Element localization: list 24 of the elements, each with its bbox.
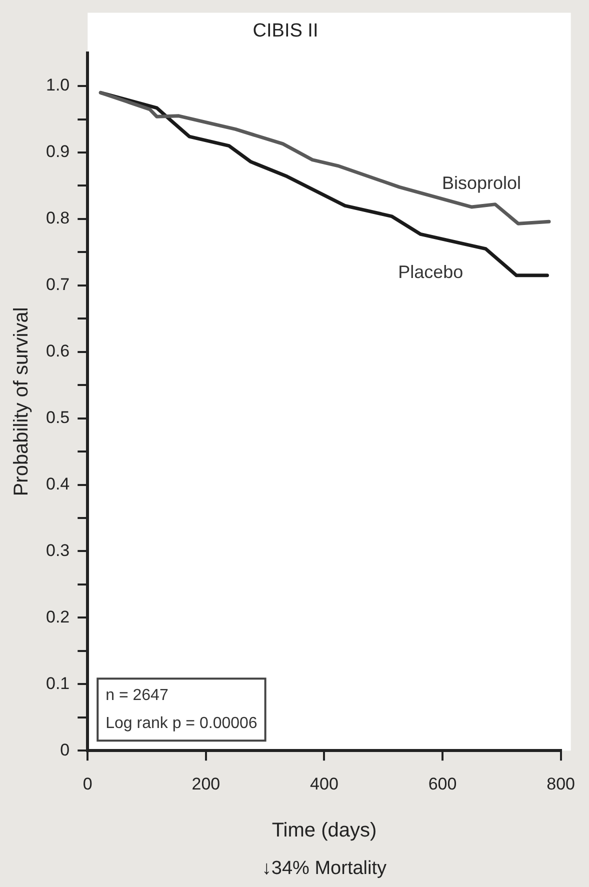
y-tick-label: 1.0 — [46, 76, 70, 95]
y-tick-label: 0.7 — [46, 275, 70, 294]
y-tick-label: 0.1 — [46, 674, 70, 693]
y-tick-label: 0.4 — [46, 474, 70, 494]
y-tick-label: 0.8 — [46, 208, 70, 228]
annotation: Log rank p = 0.00006 — [106, 715, 258, 732]
y-tick-label: 0.2 — [46, 607, 70, 626]
series-label: Bisoprolol — [442, 172, 522, 193]
chart-title: CIBIS II — [252, 20, 318, 42]
x-tick-label: 400 — [310, 774, 338, 794]
series-label: Placebo — [398, 262, 464, 282]
y-tick-label: 0.9 — [46, 142, 70, 162]
x-tick-label: 0 — [82, 774, 92, 794]
y-tick-label: 0.3 — [46, 540, 70, 560]
y-tick-label: 0.6 — [46, 342, 70, 361]
y-axis-title: Probability of survival — [10, 307, 33, 496]
y-tick-label: 0 — [60, 740, 70, 760]
x-tick-label: 200 — [192, 774, 220, 794]
y-tick-label: 0.5 — [46, 408, 70, 427]
x-tick-label: 600 — [428, 774, 457, 794]
x-axis-title: Time (days) — [272, 820, 377, 842]
x-tick-label: 800 — [546, 774, 576, 794]
text: ↓34% Mortality — [262, 858, 388, 880]
annotation: n = 2647 — [106, 687, 168, 704]
